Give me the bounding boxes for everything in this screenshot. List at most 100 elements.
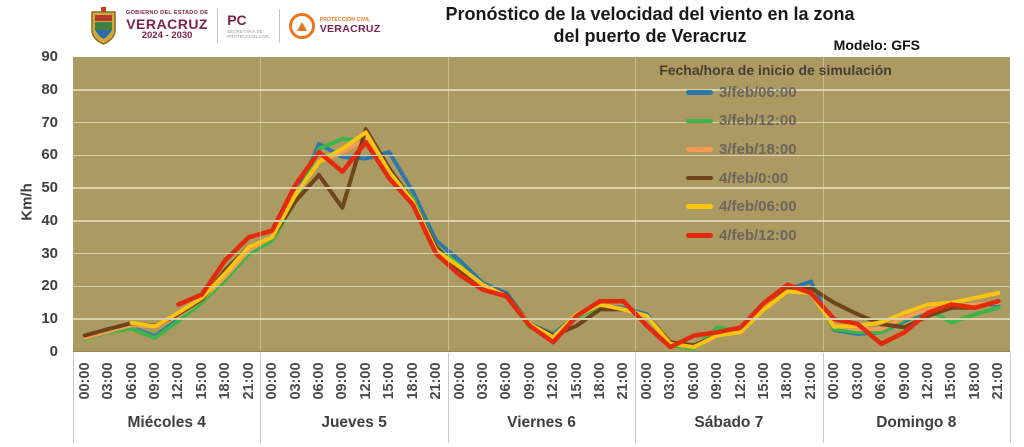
legend-item: 3/feb/18:00 <box>618 135 933 164</box>
day-gridline <box>822 57 824 351</box>
x-axis-tick: 15:00 <box>381 362 398 400</box>
y-axis-tick: 80 <box>41 80 58 98</box>
day-separator-line <box>260 353 262 443</box>
gridline <box>73 187 1010 189</box>
x-axis-tick: 18:00 <box>966 362 983 400</box>
x-axis-tick: 15:00 <box>943 362 960 400</box>
x-axis-tick: 21:00 <box>990 362 1007 400</box>
legend-swatch-icon <box>686 118 713 124</box>
x-axis-tick: 12:00 <box>920 362 936 400</box>
veracruz-coat-of-arms-icon <box>91 7 116 45</box>
gridline <box>73 89 1010 91</box>
x-axis-tick: 03:00 <box>100 362 117 400</box>
y-axis-tick: 40 <box>41 211 58 229</box>
day-separator-line <box>635 353 637 443</box>
gobierno-line: GOBIERNO DEL ESTADO DE <box>126 9 209 16</box>
legend-swatch-icon <box>686 175 713 181</box>
x-axis-tick: 00:00 <box>638 362 655 400</box>
x-axis-tick: 09:00 <box>896 362 913 400</box>
x-axis-tick: 00:00 <box>451 362 468 400</box>
pc-subtitle-line1: SECRETARÍA DE <box>227 28 263 34</box>
x-axis-tick: 06:00 <box>310 362 327 400</box>
series-line-6 <box>176 139 1001 350</box>
proteccion-civil-logo: PROTECCIÓN CIVIL VERACRUZ <box>288 13 381 39</box>
x-axis-tick: 03:00 <box>662 362 679 400</box>
x-axis-tick: 06:00 <box>685 362 702 400</box>
x-axis-tick: 09:00 <box>521 362 538 400</box>
day-label: Viernes 6 <box>507 414 576 431</box>
proteccion-civil-emblem-icon <box>288 13 315 39</box>
x-axis-tick: 06:00 <box>498 362 515 400</box>
y-axis-tick: 0 <box>49 343 58 360</box>
pc-subtitle-line2: PROTECCIÓN CIVIL <box>227 34 270 39</box>
day-separator-line <box>447 353 449 443</box>
y-axis-tick: 90 <box>41 48 58 65</box>
x-axis-tick: 09:00 <box>709 362 726 400</box>
legend-swatch-icon <box>686 204 713 209</box>
gridline <box>73 252 1010 255</box>
x-axis-tick: 00:00 <box>826 362 843 400</box>
chart-lines <box>82 127 1001 351</box>
day-gridline <box>635 57 637 351</box>
y-axis-tick: 10 <box>41 310 58 328</box>
x-axis-tick: 03:00 <box>474 362 491 400</box>
x-axis-tick: 12:00 <box>545 362 562 400</box>
header-logos: GOBIERNO DEL ESTADO DE VERACRUZ 2024 - 2… <box>90 3 380 49</box>
gridline <box>73 121 1010 124</box>
day-label: Sábado 7 <box>694 414 764 431</box>
day-label: Miécoles 4 <box>127 414 206 431</box>
gridline <box>73 220 1010 222</box>
legend-label: 3/feb/06:00 <box>719 83 797 101</box>
legend-swatch-icon <box>686 90 713 95</box>
legend-item: 4/feb/06:00 <box>618 192 933 221</box>
x-axis-tick: 15:00 <box>193 362 210 400</box>
day-separator-line <box>73 353 74 443</box>
x-axis-tick: 00:00 <box>76 362 93 400</box>
x-axis-tick: 03:00 <box>287 362 304 400</box>
x-axis-tick: 21:00 <box>428 362 445 400</box>
pc-wordmark: PC <box>227 11 247 28</box>
x-axis-tick: 12:00 <box>732 362 749 400</box>
gridline <box>73 154 1010 157</box>
x-axis-tick: 09:00 <box>334 362 351 400</box>
legend-item: 4/feb/0:00 <box>618 164 933 193</box>
logo-divider <box>217 9 219 43</box>
y-axis-tick: 70 <box>41 113 58 131</box>
x-axis-tick: 12:00 <box>170 362 187 400</box>
day-separator-line <box>1010 353 1011 443</box>
x-axis-tick: 06:00 <box>873 362 890 400</box>
legend-item: 4/feb/12:00 <box>618 221 933 250</box>
x-axis-tick: 18:00 <box>592 362 609 400</box>
pc-subtitle: SECRETARÍA DE PROTECCIÓN CIVIL <box>227 29 270 40</box>
plot-area: Fecha/hora de inicio de simulación 3/feb… <box>73 57 1010 352</box>
x-axis-tick: 21:00 <box>615 362 632 400</box>
day-gridline <box>447 57 449 351</box>
x-axis-tick: 18:00 <box>217 362 234 400</box>
veracruz-wordmark: VERACRUZ <box>126 15 208 32</box>
legend-item: 3/feb/06:00 <box>618 78 933 107</box>
gridline <box>73 285 1010 288</box>
chart-title-line1: Pronóstico de la velocidad del viento en… <box>445 4 855 24</box>
x-axis-tick: 06:00 <box>123 362 140 400</box>
gobierno-veracruz-wordmark: GOBIERNO DEL ESTADO DE VERACRUZ 2024 - 2… <box>126 9 209 42</box>
proteccion-civil-label: PROTECCIÓN CIVIL <box>319 17 371 23</box>
y-axis-tick: 20 <box>41 277 58 295</box>
proteccion-civil-veracruz-label: VERACRUZ <box>319 23 381 35</box>
pc-logo: PC SECRETARÍA DE PROTECCIÓN CIVIL <box>227 13 270 40</box>
legend-title: Fecha/hora de inicio de simulación <box>659 62 892 78</box>
logo-divider <box>278 9 280 43</box>
x-axis-tick: 03:00 <box>849 362 866 400</box>
y-axis-tick: 60 <box>41 146 58 164</box>
term-years: 2024 - 2030 <box>141 30 193 42</box>
legend-swatch-icon <box>686 147 713 152</box>
legend-label: 3/feb/12:00 <box>719 112 797 130</box>
gridline <box>73 318 1010 320</box>
x-axis-tick: 09:00 <box>146 362 163 400</box>
x-axis-tick: 21:00 <box>802 362 819 400</box>
x-axis-tick: 15:00 <box>756 362 773 400</box>
x-axis-tick: 00:00 <box>264 362 281 400</box>
x-axis-tick: 21:00 <box>240 362 257 400</box>
chart-title-line2: del puerto de Veracruz <box>553 25 747 46</box>
civil-protection-triangle-icon <box>296 21 307 31</box>
